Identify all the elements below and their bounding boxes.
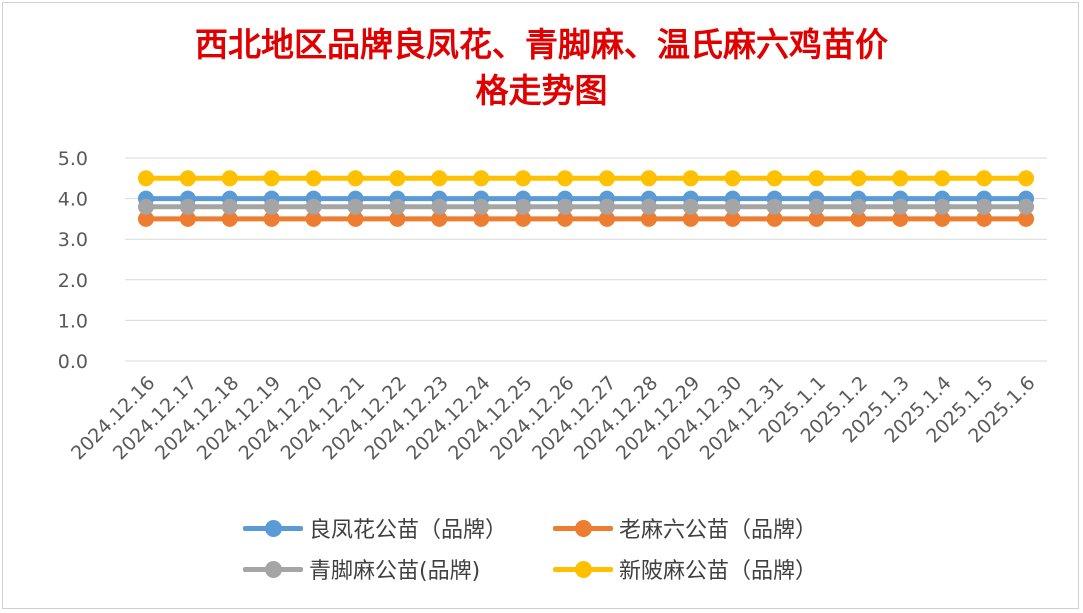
data-point [640, 170, 657, 187]
data-point [598, 210, 615, 227]
data-point [682, 210, 699, 227]
data-point [976, 210, 993, 227]
data-point [1018, 210, 1035, 227]
data-point [557, 210, 574, 227]
data-point [263, 210, 280, 227]
data-point [850, 170, 867, 187]
data-point [221, 170, 238, 187]
chart-title: 西北地区品牌良凤花、青脚麻、温氏麻六鸡苗价 格走势图 [0, 22, 1083, 114]
y-tick-label: 3.0 [58, 229, 88, 251]
data-point [976, 170, 993, 187]
data-point [305, 170, 322, 187]
data-point [515, 210, 532, 227]
data-point [934, 170, 951, 187]
data-point [137, 210, 154, 227]
data-point [850, 210, 867, 227]
data-point [431, 210, 448, 227]
data-point [389, 170, 406, 187]
data-point [808, 210, 825, 227]
data-point [766, 198, 783, 215]
data-point [850, 198, 867, 215]
data-point [137, 198, 154, 215]
data-point [473, 198, 490, 215]
data-point [598, 170, 615, 187]
y-tick-label: 2.0 [58, 270, 88, 292]
data-point [682, 170, 699, 187]
data-point [976, 198, 993, 215]
y-tick-label: 4.0 [58, 189, 88, 211]
y-tick-label: 0.0 [58, 351, 88, 373]
data-point [808, 198, 825, 215]
data-point [389, 210, 406, 227]
data-point [221, 210, 238, 227]
data-point [724, 170, 741, 187]
data-point [389, 198, 406, 215]
data-point [179, 170, 196, 187]
data-point [934, 198, 951, 215]
data-point [557, 198, 574, 215]
data-point [515, 198, 532, 215]
data-point [892, 170, 909, 187]
data-point [179, 198, 196, 215]
y-tick-label: 5.0 [58, 148, 88, 170]
data-point [305, 198, 322, 215]
data-point [640, 210, 657, 227]
data-point [347, 210, 364, 227]
data-point [515, 170, 532, 187]
data-point [221, 198, 238, 215]
data-point [473, 170, 490, 187]
data-point [808, 170, 825, 187]
data-point [1018, 198, 1035, 215]
data-point [557, 170, 574, 187]
data-point [892, 210, 909, 227]
chart-title-line-1: 西北地区品牌良凤花、青脚麻、温氏麻六鸡苗价 [195, 25, 888, 64]
data-point [263, 170, 280, 187]
data-point [431, 198, 448, 215]
data-point [137, 170, 154, 187]
data-point [682, 198, 699, 215]
data-point [766, 170, 783, 187]
data-point [892, 198, 909, 215]
data-point [473, 210, 490, 227]
data-point [179, 210, 196, 227]
chart-title-line-2: 格走势图 [475, 71, 608, 110]
data-point [766, 210, 783, 227]
data-point [305, 210, 322, 227]
data-point [724, 210, 741, 227]
data-point [347, 198, 364, 215]
y-tick-label: 1.0 [58, 310, 88, 332]
data-point [934, 210, 951, 227]
data-point [1018, 170, 1035, 187]
data-point [431, 170, 448, 187]
data-point [263, 198, 280, 215]
data-point [598, 198, 615, 215]
data-point [724, 198, 741, 215]
data-point [640, 198, 657, 215]
data-point [347, 170, 364, 187]
